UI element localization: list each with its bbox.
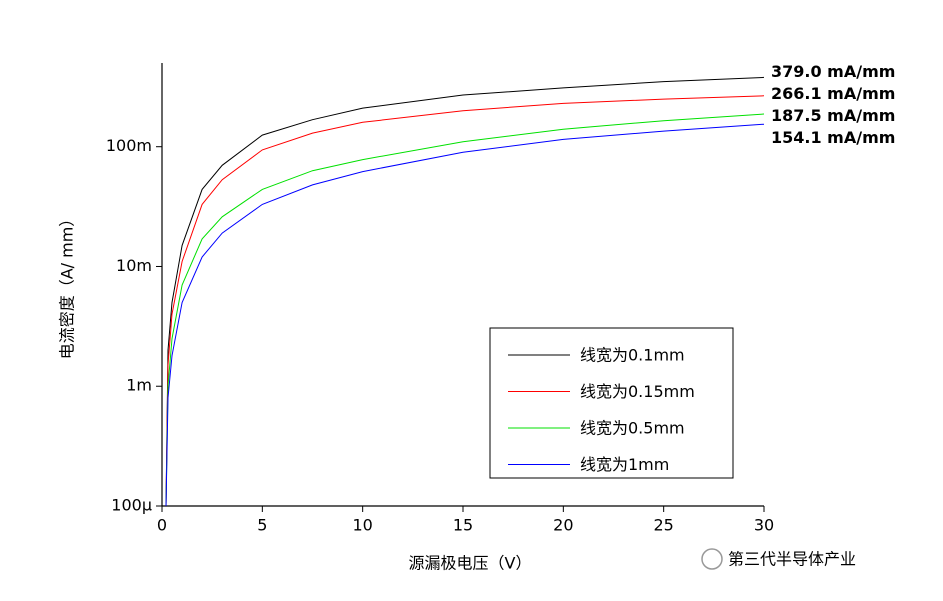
end-label: 266.1 mA/mm <box>771 84 895 103</box>
watermark-text: 第三代半导体产业 <box>728 550 856 569</box>
y-tick-label: 10m <box>116 256 152 275</box>
series-line <box>165 123 765 507</box>
x-tick-label: 30 <box>754 516 774 535</box>
end-label: 187.5 mA/mm <box>771 106 895 125</box>
legend-label: 线宽为1mm <box>580 455 669 474</box>
x-tick-label: 10 <box>352 516 372 535</box>
series-line <box>165 76 765 507</box>
watermark-icon <box>701 548 723 570</box>
end-label: 379.0 mA/mm <box>771 62 895 81</box>
legend-box <box>489 327 734 479</box>
watermark: 第三代半导体产业 <box>701 548 856 570</box>
x-tick-label: 20 <box>553 516 573 535</box>
x-tick-label: 5 <box>257 516 267 535</box>
series-line <box>165 113 765 507</box>
x-axis-label: 源漏极电压（V） <box>409 554 532 573</box>
legend-label: 线宽为0.15mm <box>580 382 695 401</box>
x-tick-label: 15 <box>453 516 473 535</box>
y-axis-label: 电流密度（A/ mm） <box>58 211 77 360</box>
end-label: 154.1 mA/mm <box>771 128 895 147</box>
legend-label: 线宽为0.1mm <box>580 346 685 365</box>
y-tick-label: 1m <box>126 376 152 395</box>
y-tick-label: 100µ <box>111 496 152 515</box>
series-line <box>165 95 765 507</box>
y-tick-label: 100m <box>106 136 152 155</box>
x-tick-label: 25 <box>653 516 673 535</box>
legend-label: 线宽为0.5mm <box>580 419 685 438</box>
x-tick-label: 0 <box>157 516 167 535</box>
